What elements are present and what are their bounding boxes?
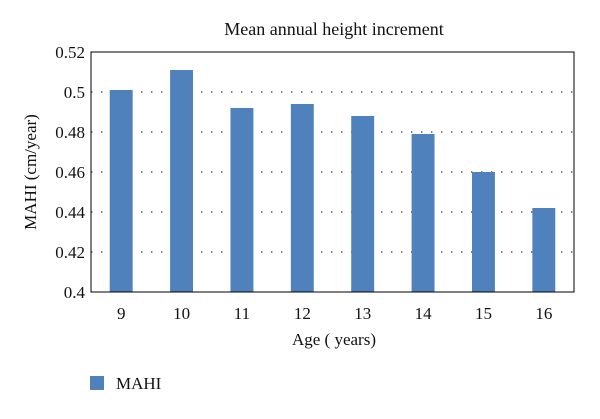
bar-9	[109, 90, 133, 292]
chart-title: Mean annual height increment	[224, 19, 443, 39]
x-tick-label: 16	[535, 304, 552, 323]
bar-11	[230, 108, 254, 292]
y-tick-label: 0.52	[55, 43, 85, 62]
bar-10	[170, 70, 194, 292]
x-tick-label: 13	[354, 304, 371, 323]
legend-swatch	[90, 376, 104, 390]
bar-16	[532, 208, 556, 292]
x-tick-label: 10	[173, 304, 190, 323]
x-tick-label: 15	[475, 304, 492, 323]
y-tick-label: 0.48	[55, 123, 85, 142]
bar-15	[471, 172, 495, 292]
bar-13	[351, 116, 375, 292]
y-axis-title: MAHI (cm/year)	[21, 114, 40, 230]
x-axis-title: Age ( years)	[292, 330, 376, 349]
x-tick-label: 9	[117, 304, 126, 323]
y-tick-label: 0.44	[55, 203, 85, 222]
y-axis-ticks: 0.4 0.42 0.44 0.46 0.48 0.5 0.52	[55, 43, 85, 302]
bar-14	[411, 134, 435, 292]
y-tick-label: 0.4	[64, 283, 86, 302]
y-tick-label: 0.46	[55, 163, 85, 182]
x-axis-ticks: 9 10 11 12 13 14 15 16	[117, 304, 552, 323]
x-tick-label: 11	[234, 304, 250, 323]
x-tick-label: 14	[415, 304, 433, 323]
plot-area-frame	[90, 51, 575, 293]
gridlines	[91, 91, 574, 253]
y-tick-label: 0.42	[55, 243, 85, 262]
y-tick-label: 0.5	[64, 83, 85, 102]
legend: MAHI	[90, 374, 162, 393]
bar-12	[290, 104, 314, 292]
legend-label: MAHI	[116, 374, 162, 393]
bars	[109, 70, 556, 292]
x-tick-label: 12	[294, 304, 311, 323]
